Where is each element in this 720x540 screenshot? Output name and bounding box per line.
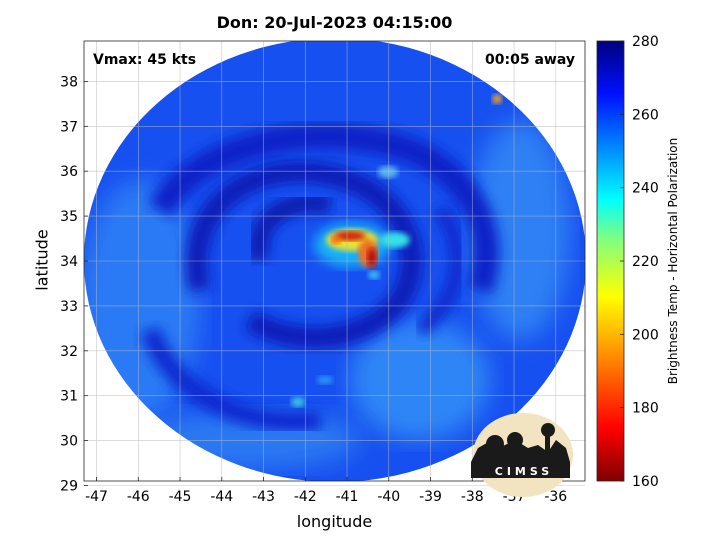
x-tick-label: -46	[127, 489, 150, 505]
colorbar-tick-label: 220	[632, 254, 659, 270]
cimss-logo	[471, 413, 573, 497]
x-tick-label: -44	[210, 489, 233, 505]
x-axis-label: longitude	[296, 512, 373, 531]
x-tick-label: -39	[419, 489, 442, 505]
y-tick-label: 36	[60, 164, 78, 180]
y-tick-label: 31	[60, 389, 78, 405]
plot-title: Don: 20-Jul-2023 04:15:00	[216, 13, 453, 32]
y-tick-label: 35	[60, 209, 78, 225]
colorbar-tick-label: 180	[632, 401, 659, 417]
x-tick-label: -47	[85, 489, 108, 505]
x-tick-label: -41	[336, 489, 359, 505]
colorbar-tick-label: 160	[632, 474, 659, 490]
colorbar: 160 180 200 220 240 260 280	[596, 34, 659, 490]
x-tick-label: -42	[294, 489, 317, 505]
y-tick-label: 32	[60, 344, 78, 360]
y-tick-label: 34	[60, 254, 78, 270]
colorbar-label: Brightness Temp - Horizontal Polarizatio…	[666, 137, 680, 385]
y-tick-label: 33	[60, 299, 78, 315]
colorbar-tick-label: 280	[632, 34, 659, 50]
y-ticks: 29 30 31 32 33 34 35 36 37 38	[60, 74, 88, 494]
x-ticks: -47 -46 -45 -44 -43 -42 -41 -40 -39 -38 -37 -36	[85, 477, 567, 505]
colorbar-gradient	[596, 40, 625, 482]
colorbar-tick-label: 240	[632, 181, 659, 197]
y-axis-label: latitude	[32, 229, 52, 291]
time-away-annotation: 00:05 away	[485, 52, 575, 68]
x-tick-label: -43	[252, 489, 275, 505]
y-tick-label: 38	[60, 74, 78, 90]
colorbar-tick-label: 200	[632, 327, 659, 343]
x-tick-label: -40	[377, 489, 400, 505]
vmax-annotation: Vmax: 45 kts	[93, 52, 197, 68]
cimss-logo-text: CIMSS	[494, 465, 554, 478]
x-tick-label: -38	[461, 489, 484, 505]
y-tick-label: 30	[60, 434, 78, 450]
x-tick-label: -36	[544, 489, 567, 505]
colorbar-tick-label: 260	[632, 107, 659, 123]
y-tick-label: 29	[60, 478, 78, 494]
x-tick-label: -45	[169, 489, 192, 505]
y-tick-label: 37	[60, 119, 78, 135]
